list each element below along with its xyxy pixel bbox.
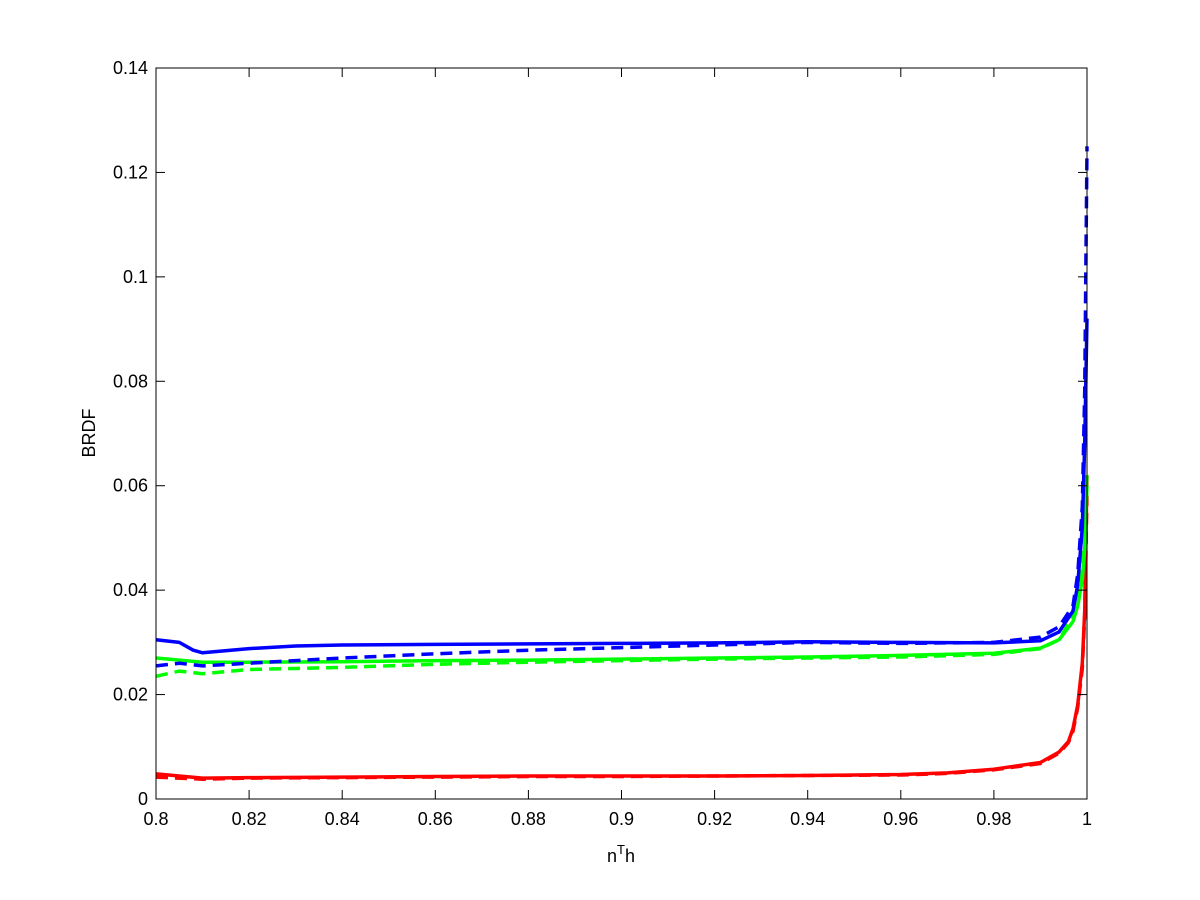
series-line-0-solid — [155, 318, 1089, 655]
x-tick-label: 0.84 — [325, 809, 360, 829]
x-tick-label: 0.96 — [883, 809, 918, 829]
y-tick-label: 0.02 — [113, 685, 148, 705]
x-tick-label: 0.88 — [511, 809, 546, 829]
y-tick-label: 0 — [138, 789, 148, 809]
x-tick-label: 0.86 — [418, 809, 453, 829]
x-tick-label: 0.8 — [143, 809, 168, 829]
y-tick-label: 0.06 — [113, 476, 148, 496]
x-axis-label: nTh — [607, 842, 635, 866]
y-tick-label: 0.14 — [113, 58, 148, 78]
plot-area-background — [156, 68, 1087, 799]
x-tick-label: 0.92 — [697, 809, 732, 829]
x-tick-label: 0.98 — [976, 809, 1011, 829]
y-axis-label: BRDF — [79, 408, 99, 457]
series-line-5-dashed — [155, 496, 1089, 781]
x-tick-label: 0.82 — [232, 809, 267, 829]
x-tick-label: 0.9 — [609, 809, 634, 829]
y-tick-label: 0.1 — [123, 267, 148, 287]
x-tick-label: 1 — [1082, 809, 1092, 829]
y-tick-label: 0.12 — [113, 162, 148, 182]
series-layer — [155, 146, 1089, 781]
x-tick-label: 0.94 — [790, 809, 825, 829]
y-tick-label: 0.08 — [113, 371, 148, 391]
series-line-2-solid — [155, 485, 1089, 664]
tick-layer: 0.8 0.82 0.84 0.86 0.88 0.9 0.92 0.94 0.96 0.98 1 0… — [113, 58, 1092, 829]
y-tick-label: 0.04 — [113, 580, 148, 600]
